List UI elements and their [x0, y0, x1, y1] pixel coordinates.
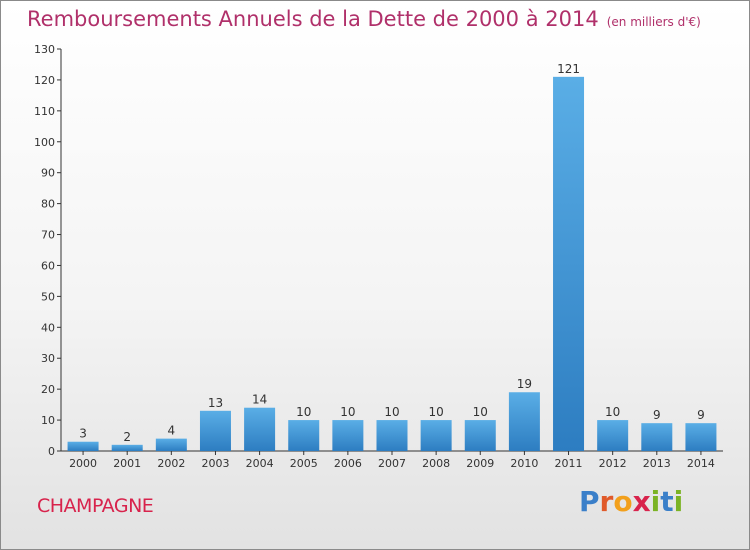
x-tick-label: 2002	[157, 457, 185, 470]
y-tick-label: 130	[34, 43, 55, 56]
logo-letter: t	[660, 485, 674, 518]
y-tick-label: 20	[41, 383, 55, 396]
logo-letter: P	[579, 485, 600, 518]
bar	[641, 423, 673, 451]
chart-unit: (en milliers d'€)	[606, 15, 701, 29]
bar-value-label: 9	[653, 408, 661, 422]
chart-title-text: Remboursements Annuels de la Dette de 20…	[27, 7, 599, 31]
y-tick-label: 10	[41, 414, 55, 427]
y-tick-label: 80	[41, 198, 55, 211]
bar-value-label: 19	[517, 377, 532, 391]
bar-value-label: 4	[168, 424, 176, 438]
bar-value-label: 14	[252, 393, 267, 407]
commune-name: CHAMPAGNE	[37, 495, 154, 517]
bar	[199, 410, 231, 451]
x-tick-label: 2006	[334, 457, 362, 470]
bar-value-label: 3	[79, 427, 87, 441]
bar	[67, 441, 99, 451]
x-tick-label: 2011	[555, 457, 583, 470]
x-tick-label: 2009	[466, 457, 494, 470]
bar	[244, 407, 276, 451]
x-tick-label: 2004	[246, 457, 274, 470]
logo-letter: o	[613, 485, 633, 518]
bar	[464, 420, 496, 451]
bar-value-label: 10	[340, 405, 355, 419]
chart-title: Remboursements Annuels de la Dette de 20…	[27, 7, 701, 31]
bar-value-label: 10	[384, 405, 399, 419]
x-tick-label: 2007	[378, 457, 406, 470]
bar-value-label: 9	[697, 408, 705, 422]
bar	[155, 438, 187, 451]
logo-letter: x	[632, 485, 651, 518]
x-tick-label: 2003	[201, 457, 229, 470]
y-tick-label: 70	[41, 229, 55, 242]
y-tick-label: 50	[41, 290, 55, 303]
bar-value-label: 10	[428, 405, 443, 419]
y-tick-label: 100	[34, 136, 55, 149]
x-tick-label: 2005	[290, 457, 318, 470]
logo-letter: r	[599, 485, 614, 518]
bar-value-label: 13	[208, 396, 223, 410]
y-tick-label: 90	[41, 167, 55, 180]
bar	[685, 423, 717, 451]
x-tick-label: 2010	[510, 457, 538, 470]
bar	[332, 420, 364, 451]
bar	[288, 420, 320, 451]
bar-value-label: 121	[557, 62, 580, 76]
logo-letter: i	[650, 485, 661, 518]
bar-value-label: 10	[605, 405, 620, 419]
x-tick-label: 2013	[643, 457, 671, 470]
proxiti-logo: Proxiti	[579, 485, 683, 518]
bar-value-label: 10	[473, 405, 488, 419]
x-tick-label: 2000	[69, 457, 97, 470]
x-tick-label: 2008	[422, 457, 450, 470]
bar-value-label: 2	[123, 430, 131, 444]
logo-letter: i	[673, 485, 684, 518]
bar-value-label: 10	[296, 405, 311, 419]
x-tick-label: 2012	[599, 457, 627, 470]
y-tick-label: 30	[41, 352, 55, 365]
y-tick-label: 0	[48, 445, 55, 458]
bar	[597, 420, 629, 451]
bar	[376, 420, 408, 451]
bar	[553, 76, 585, 451]
y-tick-label: 60	[41, 259, 55, 272]
x-tick-label: 2001	[113, 457, 141, 470]
x-tick-label: 2014	[687, 457, 715, 470]
bar	[420, 420, 452, 451]
bar	[111, 444, 143, 451]
y-tick-label: 110	[34, 105, 55, 118]
y-tick-label: 120	[34, 74, 55, 87]
y-tick-label: 40	[41, 321, 55, 334]
bar	[508, 392, 540, 451]
